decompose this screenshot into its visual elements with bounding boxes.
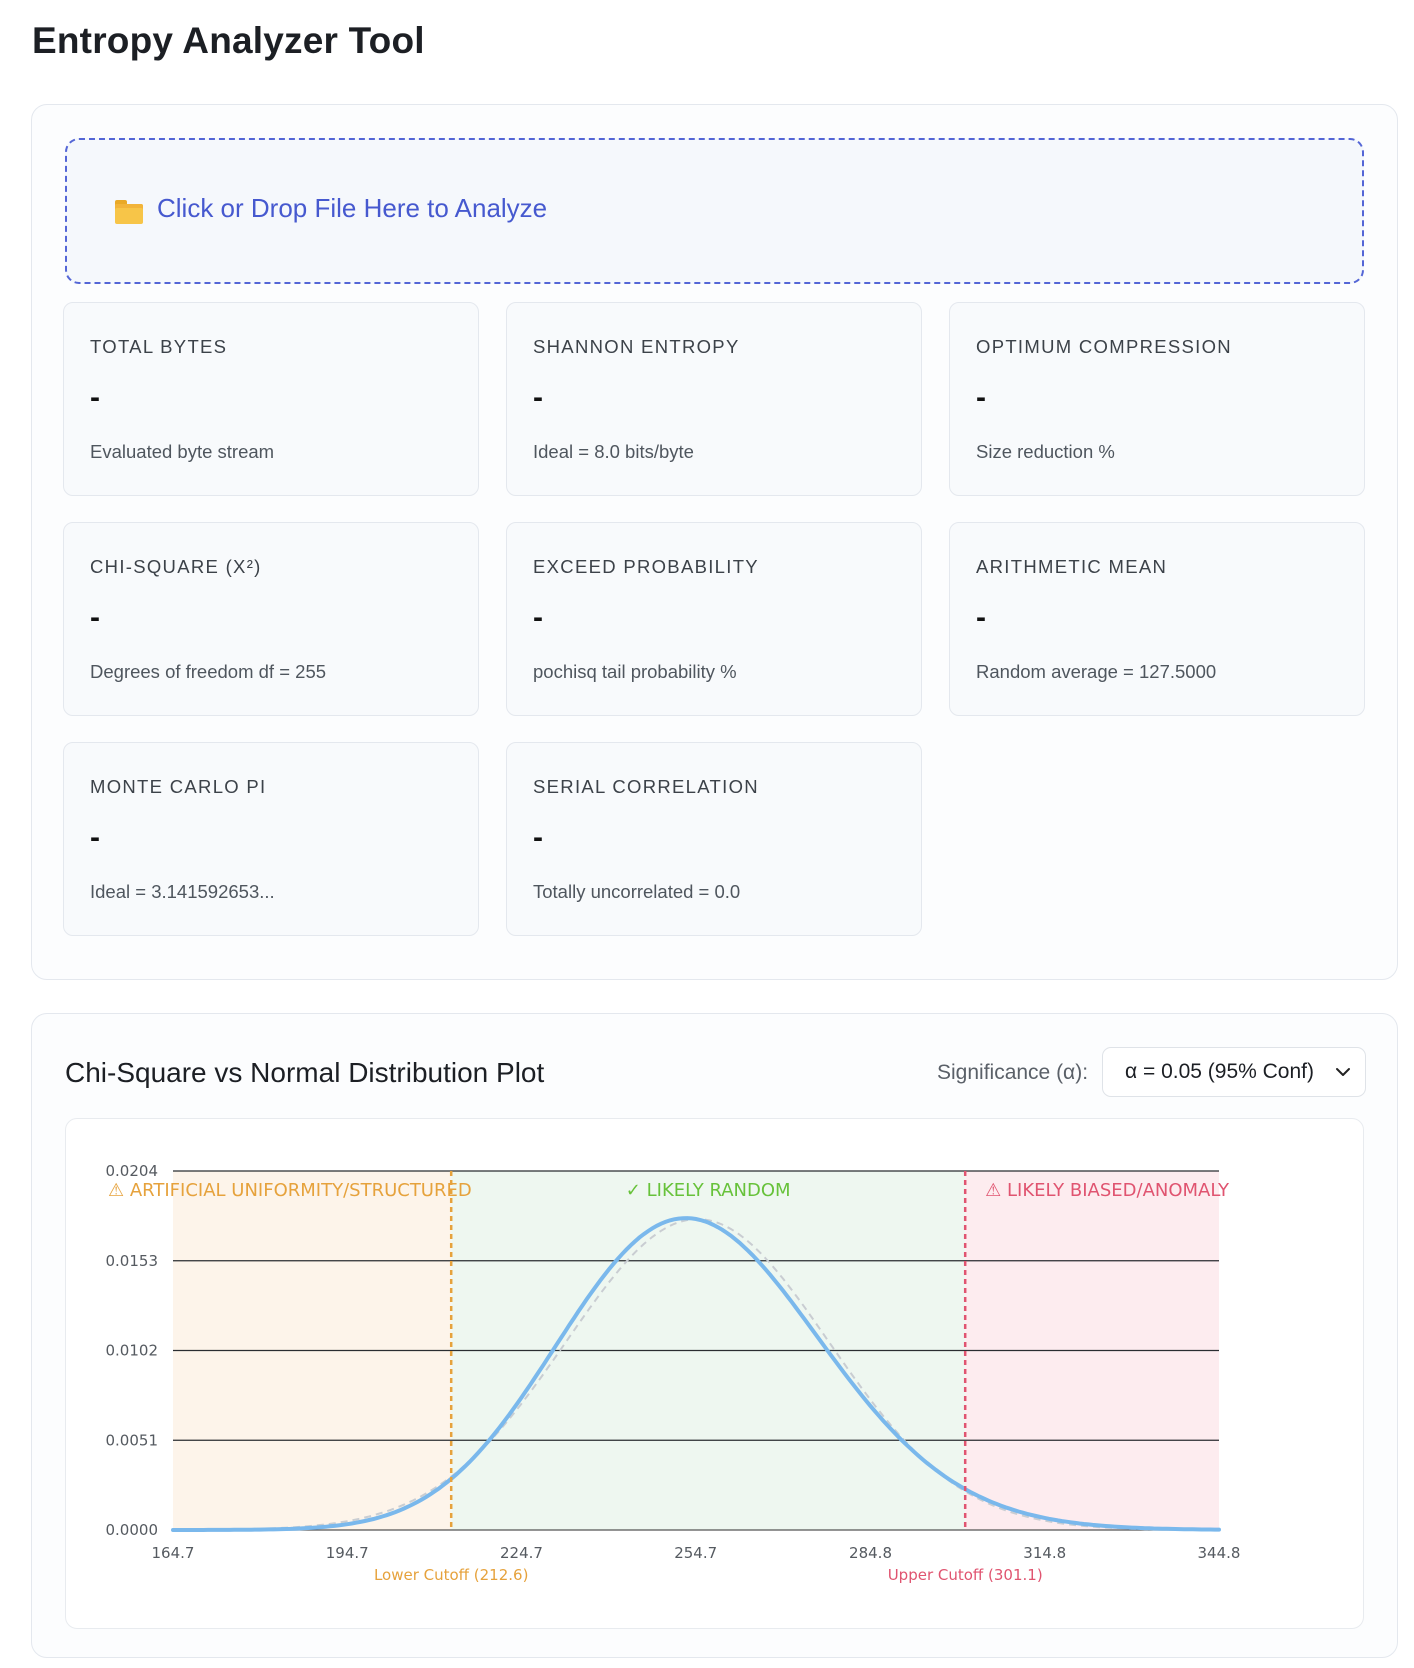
zone-label-structured: ⚠ ARTIFICIAL UNIFORMITY/STRUCTURED — [108, 1180, 472, 1201]
grid-lines — [173, 1170, 1219, 1531]
stat-subtext: Size reduction % — [976, 441, 1115, 462]
lower-cutoff-label: Lower Cutoff (212.6) — [374, 1566, 529, 1584]
stat-label: ARITHMETIC MEAN — [976, 556, 1168, 577]
stat-card-chi-square: CHI-SQUARE (X²) - Degrees of freedom df … — [63, 522, 479, 716]
chevron-down-icon — [1336, 1068, 1350, 1076]
chart-panel: Chi-Square vs Normal Distribution Plot S… — [31, 1013, 1398, 1658]
stat-card-serial-correlation: SERIAL CORRELATION - Totally uncorrelate… — [506, 742, 922, 936]
y-tick-label: 0.0153 — [106, 1252, 159, 1270]
stat-subtext: Ideal = 8.0 bits/byte — [533, 441, 694, 462]
stat-value: - — [90, 601, 100, 634]
stat-subtext: pochisq tail probability % — [533, 661, 737, 682]
stat-label: MONTE CARLO PI — [90, 776, 267, 797]
y-tick-label: 0.0051 — [106, 1431, 159, 1449]
stat-value: - — [90, 821, 100, 854]
stat-value: - — [90, 381, 100, 414]
y-tick-label: 0.0000 — [106, 1521, 159, 1539]
stat-value: - — [976, 601, 986, 634]
stat-label: OPTIMUM COMPRESSION — [976, 336, 1232, 357]
significance-label: Significance (α): — [937, 1061, 1089, 1084]
x-tick-label: 344.8 — [1198, 1544, 1241, 1562]
stat-label: EXCEED PROBABILITY — [533, 556, 759, 577]
analysis-panel: Click or Drop File Here to Analyze TOTAL… — [31, 104, 1398, 980]
x-tick-label: 194.7 — [326, 1544, 369, 1562]
x-tick-label: 284.8 — [849, 1544, 892, 1562]
stat-subtext: Ideal = 3.141592653... — [90, 881, 275, 902]
stat-value: - — [533, 381, 543, 414]
y-tick-label: 0.0204 — [106, 1162, 159, 1180]
chi-square-curve — [171, 1216, 1221, 1532]
x-tick-label: 254.7 — [674, 1544, 717, 1562]
chart-container: 0.0204 0.0153 0.0102 0.0051 0.0000 164.7 194.… — [65, 1118, 1364, 1629]
stat-label: SHANNON ENTROPY — [533, 336, 740, 357]
stat-card-monte-carlo-pi: MONTE CARLO PI - Ideal = 3.141592653... — [63, 742, 479, 936]
significance-value: α = 0.05 (95% Conf) — [1125, 1060, 1314, 1083]
significance-select[interactable]: α = 0.05 (95% Conf) — [1102, 1047, 1366, 1097]
stat-label: SERIAL CORRELATION — [533, 776, 759, 797]
x-axis: 164.7 194.7 224.7 254.7 284.8 314.8 344.8 — [152, 1544, 1241, 1562]
zone-label-biased: ⚠ LIKELY BIASED/ANOMALY — [985, 1180, 1230, 1201]
y-tick-label: 0.0102 — [106, 1342, 159, 1360]
distribution-chart: 0.0204 0.0153 0.0102 0.0051 0.0000 164.7 194.… — [106, 1162, 1241, 1584]
x-tick-label: 164.7 — [152, 1544, 195, 1562]
y-axis: 0.0204 0.0153 0.0102 0.0051 0.0000 — [106, 1162, 159, 1539]
zone-label-random: ✓ LIKELY RANDOM — [626, 1180, 791, 1201]
stat-value: - — [976, 381, 986, 414]
upper-cutoff-label: Upper Cutoff (301.1) — [888, 1566, 1043, 1584]
stat-label: CHI-SQUARE (X²) — [90, 556, 262, 577]
stat-subtext: Totally uncorrelated = 0.0 — [533, 881, 741, 902]
stat-value: - — [533, 821, 543, 854]
stat-card-shannon-entropy: SHANNON ENTROPY - Ideal = 8.0 bits/byte — [506, 302, 922, 496]
app-title: Entropy Analyzer Tool — [32, 20, 425, 61]
stat-label: TOTAL BYTES — [90, 336, 228, 357]
stat-value: - — [533, 601, 543, 634]
stat-subtext: Degrees of freedom df = 255 — [90, 661, 327, 682]
stat-card-total-bytes: TOTAL BYTES - Evaluated byte stream — [63, 302, 479, 496]
stat-subtext: Random average = 127.5000 — [976, 661, 1217, 682]
x-tick-label: 224.7 — [500, 1544, 543, 1562]
dropzone-label: Click or Drop File Here to Analyze — [157, 193, 548, 223]
stat-card-arithmetic-mean: ARITHMETIC MEAN - Random average = 127.5… — [949, 522, 1365, 716]
chart-title: Chi-Square vs Normal Distribution Plot — [65, 1057, 545, 1088]
x-tick-label: 314.8 — [1023, 1544, 1066, 1562]
file-dropzone[interactable]: Click or Drop File Here to Analyze — [65, 138, 1364, 284]
stat-card-optimum-compression: OPTIMUM COMPRESSION - Size reduction % — [949, 302, 1365, 496]
stat-subtext: Evaluated byte stream — [90, 441, 275, 462]
stat-card-exceed-probability: EXCEED PROBABILITY - pochisq tail probab… — [506, 522, 922, 716]
folder-icon — [115, 200, 143, 224]
